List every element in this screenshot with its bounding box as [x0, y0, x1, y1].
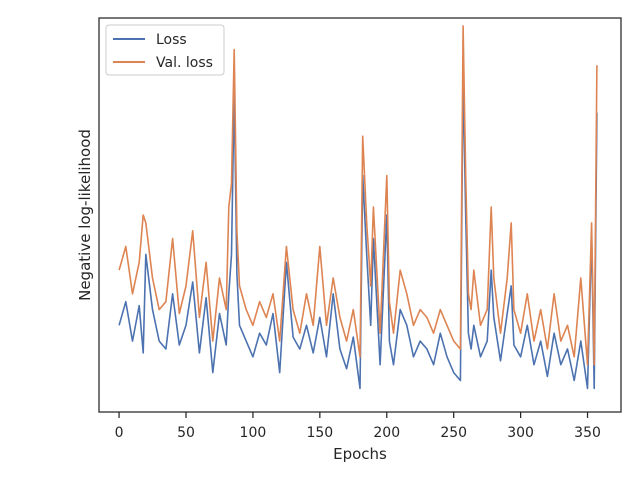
x-tick-label: 50 [177, 425, 195, 441]
legend-label-loss: Loss [156, 32, 187, 48]
x-tick-label: 350 [574, 425, 601, 441]
series-layer [118, 25, 598, 390]
legend-label-val-loss: Val. loss [156, 55, 213, 71]
x-axis-ticks: 0 50 100 150 200 250 300 350 [115, 412, 601, 441]
legend: Loss Val. loss [105, 24, 225, 76]
x-tick-label: 250 [440, 425, 467, 441]
x-tick-label: 100 [240, 425, 267, 441]
series-line-loss [118, 72, 598, 390]
x-tick-label: 300 [507, 425, 534, 441]
x-tick-label: 0 [115, 425, 124, 441]
y-axis-title: Negative log-likelihood [76, 129, 94, 301]
x-axis-title: Epochs [333, 445, 387, 463]
x-tick-label: 150 [306, 425, 333, 441]
series-line-val-loss [118, 25, 598, 366]
x-tick-label: 200 [373, 425, 400, 441]
